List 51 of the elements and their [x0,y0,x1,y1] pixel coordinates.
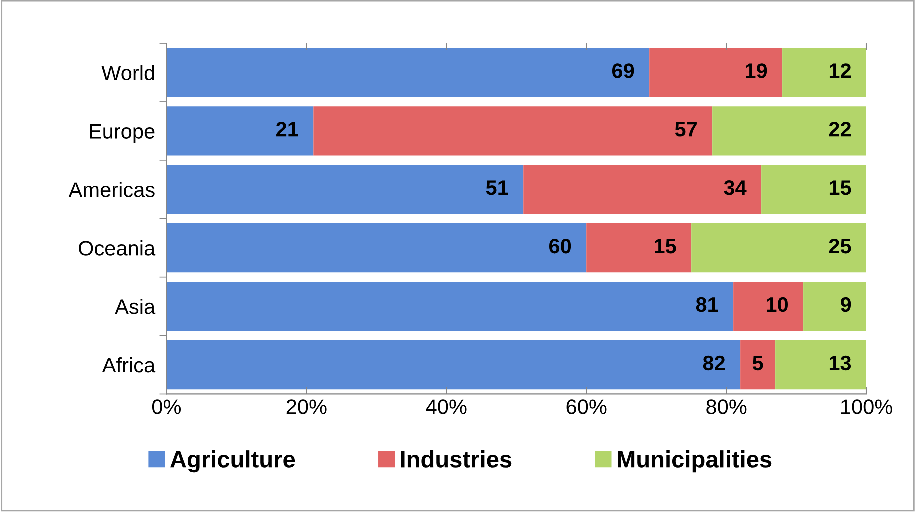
y-tick-label: Americas [68,182,155,198]
data-label: 22 [829,122,852,137]
data-label: 19 [746,64,768,78]
bar [166,340,741,390]
bar [166,106,314,156]
data-label: 10 [766,297,788,312]
bar [166,224,587,273]
bar [782,48,867,98]
data-label: 34 [724,180,747,196]
data-label: 15 [830,180,852,196]
data-label: 69 [612,64,634,78]
data-label: 25 [829,238,852,254]
data-label: 21 [276,122,298,137]
x-tick-label: 20% [286,400,327,414]
legend-label: Industries [401,450,512,468]
data-label: 51 [486,180,508,196]
bar [734,282,804,332]
bar [740,340,776,390]
data-label: 5 [752,356,764,371]
bar [166,282,734,332]
bar [166,48,650,98]
data-label: 57 [675,122,697,137]
data-label: 12 [830,64,852,78]
data-label: 9 [840,297,852,312]
bar [586,224,692,273]
y-tick-label: Africa [102,357,156,373]
y-tick-label: Asia [115,299,156,314]
bar [776,340,867,390]
bar [524,165,762,214]
legend-label: Agriculture [170,450,296,473]
x-tick-label: 40% [426,400,467,414]
bar [166,165,524,214]
bar [650,48,783,98]
bar [314,106,713,156]
data-label: 82 [703,356,726,371]
x-tick-label: 100% [841,400,892,414]
data-label: 60 [550,238,572,254]
data-label: 81 [696,297,718,312]
legend-label: Municipalities [618,450,772,473]
y-tick-label: Oceania [78,240,156,256]
bar [712,106,867,156]
bar [804,282,867,332]
x-tick-label: 80% [706,400,747,414]
bar [692,224,867,273]
y-tick-label: World [102,65,154,80]
data-label: 13 [830,356,852,371]
y-tick-label: Europe [90,124,155,144]
x-tick-label: 0% [152,400,182,414]
x-tick-label: 60% [566,400,607,414]
bar [762,165,867,214]
data-label: 15 [655,239,676,254]
